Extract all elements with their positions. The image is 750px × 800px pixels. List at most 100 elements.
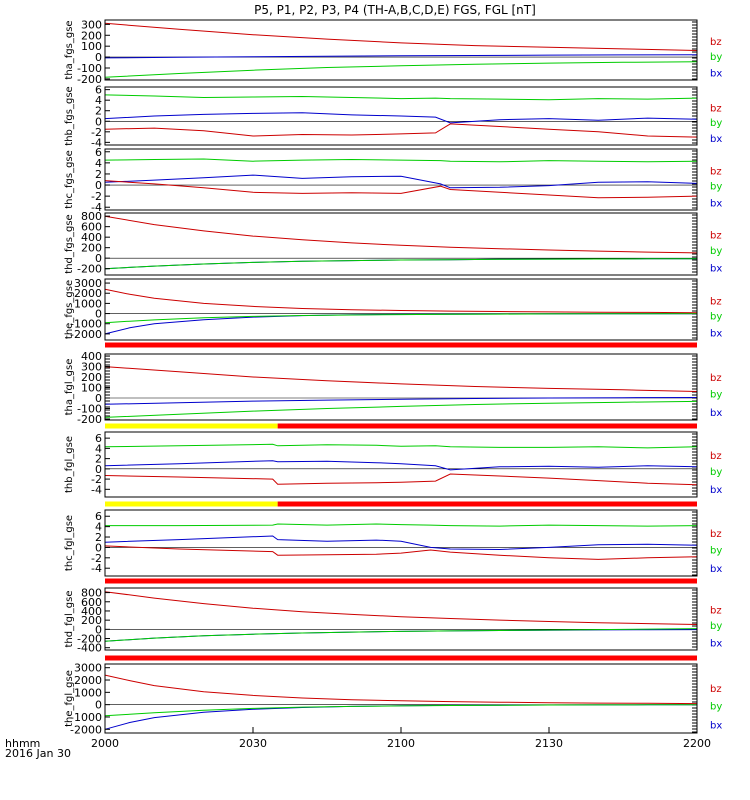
x-tick-label: 2030 (239, 737, 267, 750)
legend-bx: bx (710, 638, 722, 649)
status-bar-yellow (105, 423, 278, 429)
legend-bx: bx (710, 408, 722, 419)
legend-by: by (710, 621, 722, 632)
series-bz-line (104, 22, 698, 51)
x-axis-unit-label: hhmm (5, 737, 40, 750)
y-tick-label: 2 (95, 531, 102, 544)
plot-title: P5, P1, P2, P3, P4 (TH-A,B,C,D,E) FGS, F… (254, 3, 536, 17)
series-bz-line (104, 288, 698, 314)
y-tick-label: 4 (95, 94, 102, 107)
y-tick-label: 3000 (74, 277, 102, 290)
legend-bx: bx (710, 485, 722, 496)
series-bx-line (104, 313, 697, 335)
y-tick-label: 100 (81, 40, 102, 53)
panel-frame (104, 86, 698, 146)
y-tick-label: -2 (91, 126, 102, 139)
panel-ylabel: thd_fgl_gse (64, 591, 75, 648)
panel-ylabel: thb_fgl_gse (64, 436, 75, 493)
x-tick-label: 2130 (535, 737, 563, 750)
x-tick-label: 2100 (387, 737, 415, 750)
legend-bx: bx (710, 328, 722, 339)
y-tick-label: 200 (81, 242, 102, 255)
y-tick-label: 0 (95, 623, 102, 636)
panel-frame (104, 353, 698, 421)
y-tick-label: 0 (95, 51, 102, 64)
y-tick-label: -4 (91, 562, 102, 575)
panel-ylabel: thb_fgs_gse (64, 86, 75, 145)
panel-frame (104, 19, 698, 81)
y-tick-label: 2000 (74, 287, 102, 300)
y-tick-label: 200 (81, 614, 102, 627)
y-tick-label: 4 (95, 157, 102, 170)
y-tick-label: -200 (77, 263, 102, 276)
y-tick-label: 0 (95, 308, 102, 321)
y-tick-label: 6 (95, 510, 102, 523)
series-by-line (104, 443, 698, 449)
status-bar-red (277, 423, 697, 429)
series-bz-line (104, 123, 698, 138)
legend-bz: bz (710, 37, 722, 48)
legend-by: by (710, 701, 722, 712)
status-bar-red (277, 501, 697, 507)
panel-ylabel: thd_fgs_gse (64, 214, 75, 273)
panel-frame (104, 663, 698, 734)
y-tick-label: 4 (95, 521, 102, 534)
y-tick-label: -100 (77, 62, 102, 75)
y-tick-label: 0 (95, 463, 102, 476)
series-bx-line (104, 174, 698, 189)
panel-ylabel: tha_fgl_gse (64, 359, 75, 416)
panel-ylabel: tha_fgs_gse (64, 20, 75, 79)
series-by-line (104, 313, 698, 324)
x-tick-label: 2000 (91, 737, 119, 750)
y-tick-label: 400 (81, 350, 102, 363)
y-tick-label: 600 (81, 596, 102, 609)
y-tick-label: 800 (81, 587, 102, 600)
y-tick-label: 300 (81, 18, 102, 31)
y-tick-label: -1000 (70, 318, 102, 331)
y-tick-label: -2 (91, 552, 102, 565)
panel-frame (104, 509, 698, 577)
legend-bx: bx (710, 198, 722, 209)
y-tick-label: 300 (81, 361, 102, 374)
y-tick-label: 2 (95, 453, 102, 466)
series-by-line (104, 400, 698, 418)
y-tick-label: 2000 (74, 674, 102, 687)
legend-by: by (710, 118, 722, 129)
legend-bx: bx (710, 564, 722, 575)
y-tick-label: 0 (95, 541, 102, 554)
panel-ylabel: thc_fgs_gse (64, 150, 75, 209)
panel-ylabel: thc_fgl_gse (64, 515, 75, 571)
y-tick-label: -100 (77, 402, 102, 415)
y-tick-label: 0 (95, 699, 102, 712)
legend-bz: bz (710, 529, 722, 540)
series-bz-line (104, 180, 698, 199)
y-tick-label: 0 (95, 115, 102, 128)
panel-frame (104, 278, 698, 341)
series-bx-line (104, 112, 698, 124)
y-tick-label: 2 (95, 105, 102, 118)
y-tick-label: 1000 (74, 297, 102, 310)
legend-by: by (710, 312, 722, 323)
y-tick-label: -200 (77, 633, 102, 646)
legend-by: by (710, 546, 722, 557)
legend-bz: bz (710, 606, 722, 617)
legend-bx: bx (710, 720, 722, 731)
legend-bz: bz (710, 231, 722, 242)
legend-bz: bz (710, 296, 722, 307)
series-by-line (104, 628, 698, 642)
series-by-line (105, 523, 698, 527)
legend-bz: bz (710, 103, 722, 114)
legend-bz: bz (710, 684, 722, 695)
x-tick-label: 2200 (683, 737, 711, 750)
series-bx-line (104, 460, 698, 471)
series-bz-line (104, 674, 698, 705)
series-bz-line (104, 545, 698, 560)
y-tick-label: -200 (77, 413, 102, 426)
